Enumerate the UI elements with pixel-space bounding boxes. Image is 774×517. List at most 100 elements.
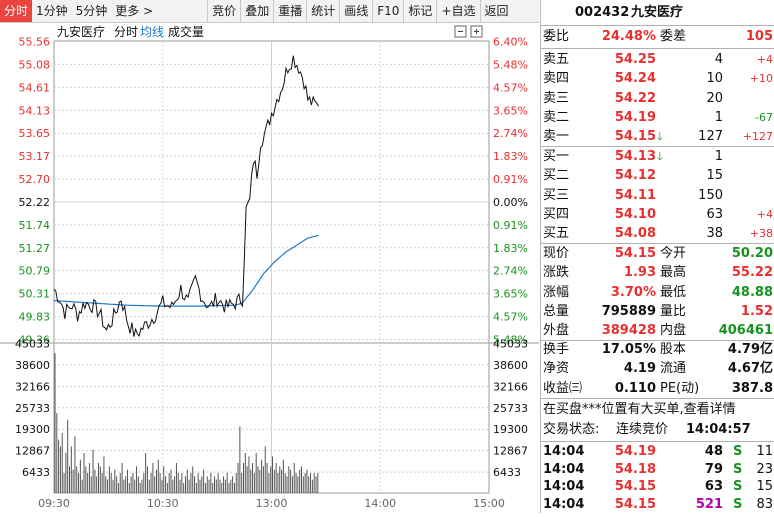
draw-line-button[interactable]: 画线 [344, 4, 369, 18]
volume-bar [174, 476, 176, 493]
replay-button[interactable]: 重播 [278, 4, 303, 18]
tab-intraday[interactable]: 分时 [0, 0, 33, 22]
tick-side: S [733, 461, 743, 477]
add-watchlist-button[interactable]: +自选 [441, 4, 476, 18]
volume-bar [224, 479, 226, 493]
volume-bar [59, 446, 61, 493]
volume-bar [290, 469, 292, 493]
volume-bar [208, 479, 210, 493]
bid-level-0[interactable]: 买一 54.13 🡓 1 [541, 147, 774, 167]
volume-bar [81, 479, 83, 493]
volume-bar [275, 463, 277, 493]
f10-button[interactable]: F10 [377, 4, 400, 18]
stat-value: 55.22 [731, 265, 773, 281]
divider [541, 243, 774, 244]
big-order-notice[interactable]: 在买盘***位置有大买单,查看详情 [543, 402, 736, 417]
tick-time: 14:04 [543, 461, 585, 477]
overlay-button[interactable]: 叠加 [245, 4, 270, 18]
toolbar-divider [273, 0, 275, 22]
zoom-in-button[interactable] [470, 25, 483, 38]
volume-bar [310, 473, 312, 493]
statistics-button[interactable]: 统计 [311, 4, 336, 18]
volume-bar [272, 456, 273, 493]
mark-button[interactable]: 标记 [408, 4, 433, 18]
volume-tick-label: 6433 [22, 466, 50, 479]
volume-bar [117, 483, 119, 493]
tick-count: 83 [756, 496, 773, 512]
stat-value: 795889 [601, 303, 656, 319]
volume-bar [286, 476, 288, 493]
zoom-out-button[interactable] [454, 25, 467, 38]
chart-stock-name: 九安医疗 [57, 24, 105, 39]
ask-change: -67 [755, 110, 773, 124]
divider [541, 441, 774, 442]
volume-bar [237, 463, 239, 493]
stat-row: 涨幅 3.70% 最低 48.88 [541, 283, 774, 303]
price-tick-label: 52.22 [19, 196, 51, 209]
volume-bar [250, 469, 252, 493]
trade-status: 连续竞价 [616, 422, 669, 437]
volume-bar [54, 353, 56, 493]
volume-bar [230, 479, 232, 493]
volume-tick-label: 38600 [15, 359, 50, 372]
volume-bar [257, 466, 259, 493]
auction-button[interactable]: 竞价 [212, 4, 237, 18]
percent-tick-label: 1.83% [493, 242, 528, 255]
bid-price: 54.13 [614, 149, 656, 164]
volume-bar [92, 449, 94, 493]
volume-bar [96, 476, 98, 493]
volume-tick-label: 12867 [15, 445, 50, 458]
volume-bar [139, 483, 141, 493]
volume-bar [154, 476, 156, 493]
ask-level-0[interactable]: 卖五 54.25 4 +4 [541, 50, 774, 70]
volume-bar [233, 483, 235, 493]
tick-count: 15 [756, 479, 773, 494]
bid-level-1[interactable]: 买二 54.12 15 [541, 166, 774, 186]
bid-level-2[interactable]: 买三 54.11 150 [541, 186, 774, 206]
ask-level-3[interactable]: 卖二 54.19 1 -67 [541, 108, 774, 128]
bid-change: +4 [756, 207, 773, 221]
time-axis-label: 10:30 [147, 497, 179, 510]
tick-volume: 79 [704, 461, 723, 477]
volume-bar [311, 479, 313, 493]
toolbar-divider [240, 0, 242, 22]
volume-tick-label: 12867 [493, 445, 528, 458]
toolbar-divider [479, 0, 481, 22]
stat-value: 389428 [601, 323, 656, 339]
volume-bar [186, 469, 188, 493]
volume-bar [163, 466, 165, 493]
bid-level-4[interactable]: 买五 54.08 38 +38 [541, 224, 774, 244]
tab-5min[interactable]: 5分钟 [75, 4, 108, 18]
ask-level-1[interactable]: 卖四 54.24 10 +10 [541, 69, 774, 89]
volume-bar [157, 459, 159, 493]
bid-change: +38 [749, 227, 773, 241]
stock-name: 九安医疗 [631, 5, 684, 20]
ask-change: +4 [756, 53, 773, 66]
bid-level-3[interactable]: 买四 54.10 63 +4 [541, 205, 774, 225]
volume-bar [244, 453, 246, 493]
intraday-chart[interactable]: 55.56 6.40% 55.08 5.48% 54.61 4.57% 54.13 3.65%… [0, 23, 539, 513]
stat-row: 涨跌 1.93 最高 55.22 [541, 263, 774, 283]
ask-level-2[interactable]: 卖三 54.22 20 [541, 89, 774, 109]
volume-bar [199, 479, 201, 493]
fundamental-row: 净资 4.19 流通 4.67亿 [541, 359, 774, 379]
volume-bar [253, 473, 255, 493]
volume-bar [61, 433, 63, 493]
volume-bar [204, 483, 206, 493]
back-button[interactable]: 返回 [484, 4, 509, 18]
volume-tick-label: 38600 [493, 359, 528, 372]
tab-more[interactable]: 更多 > [115, 4, 154, 18]
price-tick-label: 53.65 [19, 127, 51, 140]
toolbar-divider [207, 0, 209, 22]
tick-price: 54.18 [614, 461, 656, 477]
volume-bar [279, 466, 281, 493]
tick-count: 11 [756, 444, 773, 459]
tab-1min[interactable]: 1分钟 [36, 4, 68, 18]
volume-bar [246, 466, 248, 493]
volume-tick-label: 19300 [493, 423, 528, 436]
volume-bar [58, 439, 60, 493]
volume-bar [304, 473, 306, 493]
volume-bar [123, 479, 125, 493]
price-line [53, 55, 320, 337]
ask-level-4[interactable]: 卖一 54.15 🡓 127 +127 [541, 127, 774, 147]
